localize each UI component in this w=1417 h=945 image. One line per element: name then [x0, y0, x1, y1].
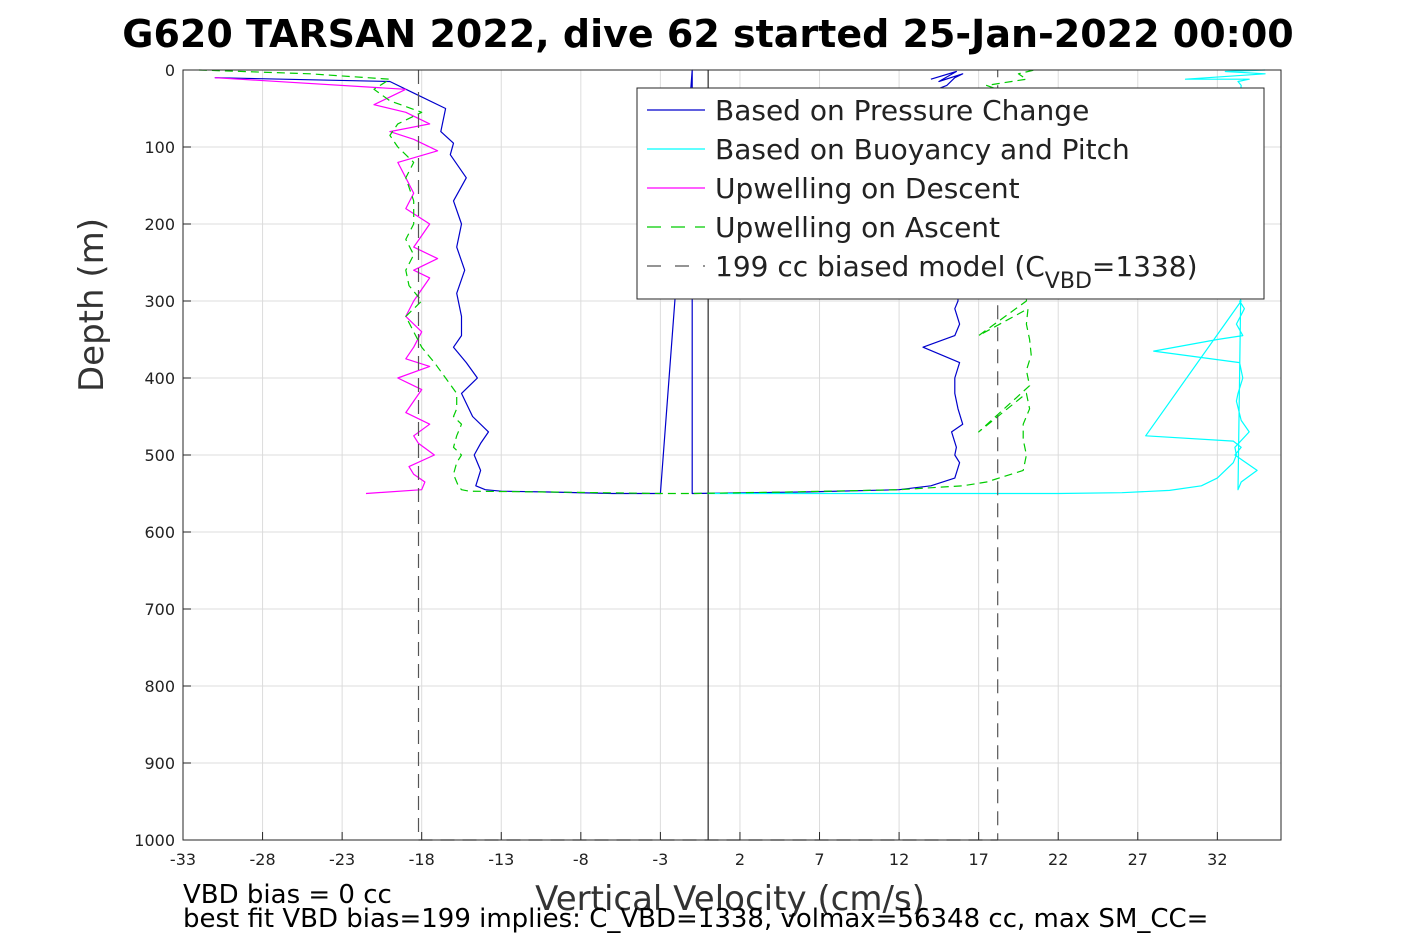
- y-tick-label: 800: [144, 677, 175, 696]
- legend-label-2: Upwelling on Descent: [715, 172, 1020, 205]
- legend: Based on Pressure Change Based on Buoyanc…: [636, 87, 1265, 300]
- x-tick-label: 22: [1048, 850, 1068, 869]
- y-tick-label: 900: [144, 754, 175, 773]
- y-tick-label: 200: [144, 215, 175, 234]
- legend-label-0: Based on Pressure Change: [715, 94, 1089, 127]
- legend-label-3: Upwelling on Ascent: [715, 211, 1000, 244]
- legend-label-1: Based on Buoyancy and Pitch: [715, 133, 1130, 166]
- y-tick-label: 500: [144, 446, 175, 465]
- x-axis-label: Vertical Velocity (cm/s): [535, 879, 925, 919]
- x-tick-label: -13: [488, 850, 514, 869]
- x-tick-label: 12: [889, 850, 909, 869]
- y-tick-label: 400: [144, 369, 175, 388]
- best-fit-annotation: best fit VBD bias=199 implies: C_VBD=133…: [183, 904, 1208, 934]
- y-tick-label: 700: [144, 600, 175, 619]
- legend-label-main: 199 cc biased model (C: [715, 250, 1045, 283]
- y-tick-label: 300: [144, 292, 175, 311]
- x-tick-label: 7: [814, 850, 824, 869]
- x-tick-label: -28: [249, 850, 275, 869]
- x-axis-ticks: -33 -28 -23 -18 -13 -8 -3 2 7 12 17 22 27 32: [170, 832, 1228, 869]
- x-tick-label: -23: [329, 850, 355, 869]
- chart-title: G620 TARSAN 2022, dive 62 started 25-Jan…: [122, 12, 1293, 56]
- x-tick-label: -18: [409, 850, 435, 869]
- legend-box: [636, 87, 1265, 300]
- vbd-bias-annotation: VBD bias = 0 cc: [183, 880, 392, 910]
- y-tick-label: 100: [144, 138, 175, 157]
- x-tick-label: -33: [170, 850, 196, 869]
- y-tick-label: 0: [165, 61, 175, 80]
- y-axis-ticks: 0 100 200 300 400 500 600 700 800 900 1000: [134, 61, 191, 850]
- y-tick-label: 1000: [134, 831, 175, 850]
- legend-label-end: =1338): [1092, 250, 1198, 283]
- y-tick-label: 600: [144, 523, 175, 542]
- legend-label-subscript: VBD: [1045, 269, 1092, 294]
- series-line-2: [214, 77, 439, 495]
- y-axis-label: Depth (m): [72, 218, 112, 392]
- x-tick-label: 2: [735, 850, 745, 869]
- x-tick-label: -3: [652, 850, 668, 869]
- x-tick-label: -8: [573, 850, 589, 869]
- x-tick-label: 17: [968, 850, 988, 869]
- legend-label-4: 199 cc biased model (CVBD=1338): [715, 250, 1198, 294]
- x-tick-label: 32: [1207, 850, 1227, 869]
- x-tick-label: 27: [1128, 850, 1148, 869]
